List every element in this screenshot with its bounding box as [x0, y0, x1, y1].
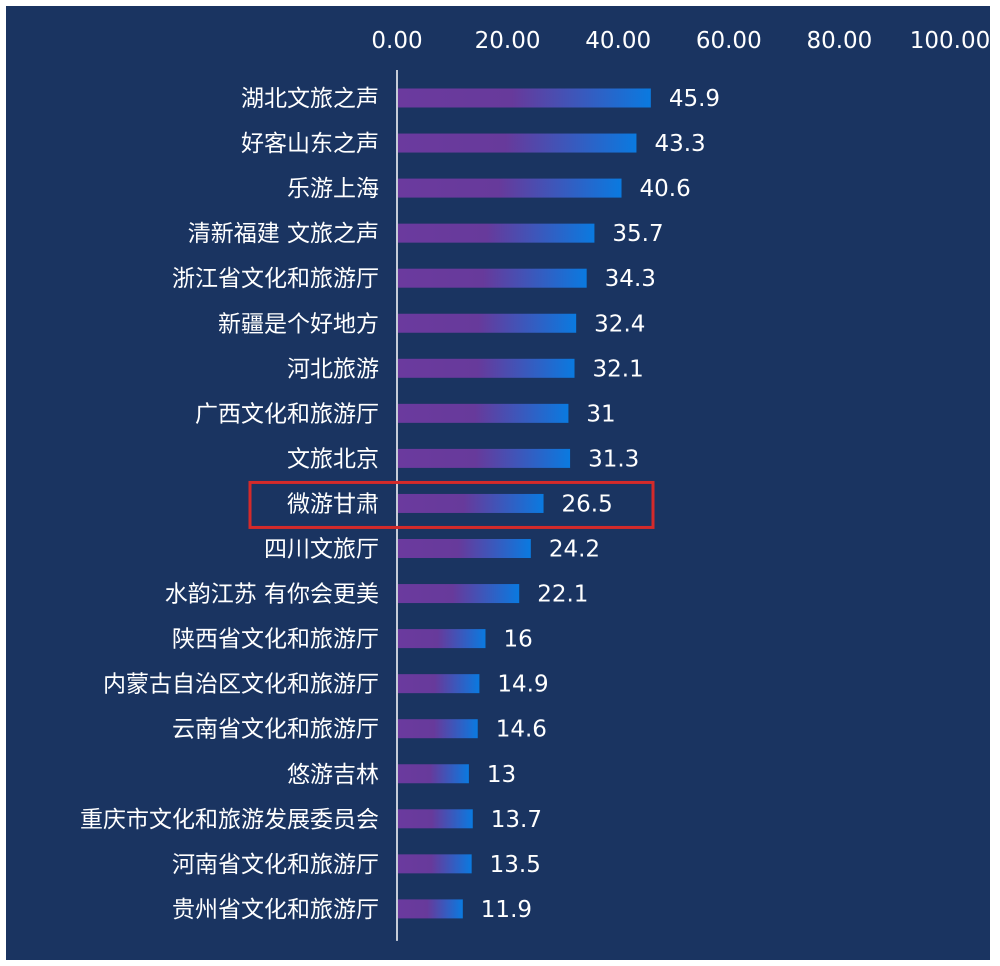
- highlight-box: [248, 480, 655, 529]
- bar: [398, 493, 544, 513]
- bar: [398, 448, 571, 468]
- category-label: 微游甘肃: [287, 491, 379, 517]
- bar: [398, 629, 486, 649]
- bar: [398, 584, 520, 604]
- value-label: 22.1: [537, 582, 588, 608]
- category-label: 陕西省文化和旅游厅: [172, 627, 379, 653]
- value-label: 24.2: [549, 537, 600, 563]
- x-axis-ticks: 0.00 20.00 40.00 60.00 80.00 100.00: [371, 28, 990, 54]
- category-label: 浙江省文化和旅游厅: [172, 266, 379, 292]
- value-label: 13.7: [491, 807, 542, 833]
- bar: [398, 539, 531, 558]
- category-label: 四川文旅厅: [264, 537, 379, 563]
- category-label: 广西文化和旅游厅: [195, 401, 379, 427]
- category-label: 乐游上海: [287, 176, 379, 202]
- bar: [398, 88, 651, 108]
- category-label: 水韵江苏 有你会更美: [165, 582, 379, 608]
- x-tick-label: 0.00: [371, 28, 422, 54]
- bar: [398, 899, 463, 919]
- category-label: 清新福建 文旅之声: [188, 221, 379, 247]
- value-label: 35.7: [612, 221, 663, 247]
- x-tick-label: 100.00: [910, 28, 990, 54]
- value-label: 26.5: [562, 491, 613, 517]
- category-label: 河南省文化和旅游厅: [172, 852, 379, 878]
- value-label: 31.3: [588, 446, 639, 472]
- category-label: 好客山东之声: [241, 131, 379, 157]
- value-label: 16: [503, 627, 532, 653]
- value-label: 32.4: [594, 311, 645, 337]
- x-tick-label: 60.00: [696, 28, 762, 54]
- bar: [398, 719, 478, 739]
- category-label: 河北旅游: [287, 356, 379, 382]
- value-label: 40.6: [640, 176, 691, 202]
- value-label: 43.3: [654, 131, 705, 157]
- category-label: 内蒙古自治区文化和旅游厅: [103, 672, 379, 698]
- x-tick-label: 40.00: [585, 28, 651, 54]
- value-labels: 45.9 43.3 40.6 35.7 34.3 32.4 32.1 31 31.3 26.5 24…: [481, 86, 720, 923]
- value-label: 11.9: [481, 897, 532, 923]
- bar-chart: 0.00 20.00 40.00 60.00 80.00 100.00 湖北文旅之声好客山…: [80, 28, 990, 941]
- value-label: 34.3: [605, 266, 656, 292]
- bar: [398, 358, 575, 378]
- category-label: 贵州省文化和旅游厅: [172, 897, 379, 923]
- bar: [398, 133, 637, 153]
- x-tick-label: 80.00: [806, 28, 872, 54]
- bar: [398, 313, 577, 333]
- bar: [398, 223, 595, 243]
- value-label: 31: [586, 401, 615, 427]
- value-label: 13: [487, 762, 516, 788]
- x-tick-label: 20.00: [475, 28, 541, 54]
- value-label: 14.6: [496, 717, 547, 743]
- value-label: 45.9: [669, 86, 720, 112]
- category-label: 文旅北京: [287, 446, 379, 472]
- category-label: 云南省文化和旅游厅: [172, 717, 379, 743]
- bar: [398, 178, 622, 198]
- value-label: 32.1: [593, 356, 644, 382]
- category-label: 新疆是个好地方: [218, 311, 379, 337]
- bar: [398, 674, 480, 694]
- bar: [398, 809, 473, 829]
- category-label: 湖北文旅之声: [241, 86, 379, 112]
- bar: [398, 764, 469, 784]
- bar: [398, 403, 569, 423]
- bar: [398, 268, 587, 288]
- value-label: 14.9: [497, 672, 548, 698]
- bars: [398, 88, 651, 919]
- value-label: 13.5: [490, 852, 541, 878]
- category-label: 重庆市文化和旅游发展委员会: [80, 807, 379, 833]
- category-label: 悠游吉林: [287, 762, 379, 788]
- bar: [398, 854, 472, 874]
- chart-frame: 0.00 20.00 40.00 60.00 80.00 100.00 湖北文旅之声 好客山…: [6, 6, 990, 960]
